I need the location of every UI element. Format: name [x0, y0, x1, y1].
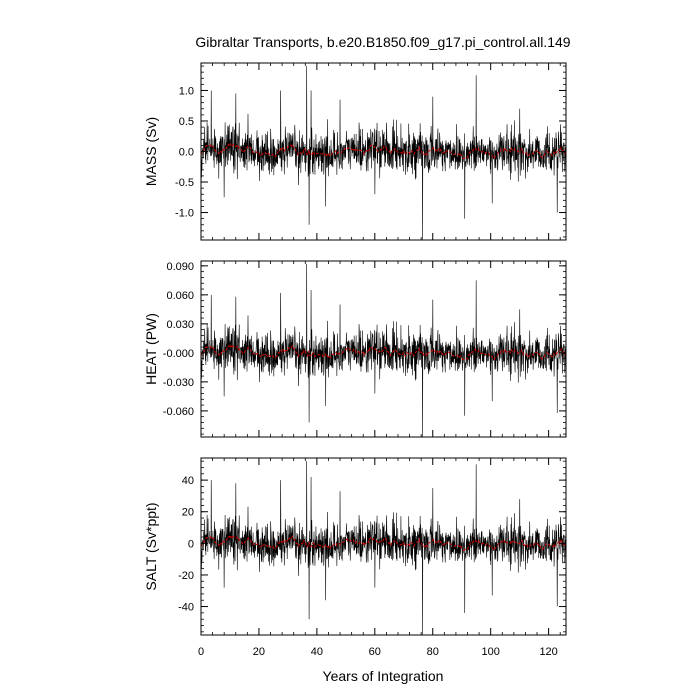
y-tick-label: -0.060 — [163, 406, 194, 418]
panel-frame-2 — [200, 260, 567, 438]
y-axis-label-3: SALT (Sv*ppt) — [143, 502, 159, 590]
y-tick-label: -40 — [178, 602, 194, 614]
y-tick-label: 0.090 — [166, 261, 194, 273]
y-tick-label: -20 — [178, 570, 194, 582]
y-tick-label: 0.0 — [179, 147, 194, 159]
series-smoothed-3 — [201, 533, 566, 551]
x-tick-label: 0 — [198, 646, 204, 658]
y-tick-label: 20 — [182, 507, 194, 519]
x-axis-label: Years of Integration — [323, 668, 444, 684]
series-raw-3 — [201, 461, 566, 635]
panels-group: 1.0 0.5 0.0 -0.5 -1.0 MASS (Sv) 0.090 0.060 0.03… — [143, 62, 567, 658]
series-raw-1 — [201, 66, 566, 240]
panel-2: 0.090 0.060 0.030 -0.000 -0.030 -0.060 HEAT (P… — [143, 260, 567, 438]
y-tick-label: -0.000 — [163, 348, 194, 360]
x-tick-label: 120 — [539, 646, 557, 658]
y-tick-label: 0.5 — [179, 116, 194, 128]
y-tick-label: 0 — [188, 538, 194, 550]
y-axis-label-1: MASS (Sv) — [143, 117, 159, 186]
y-axis-label-2: HEAT (PW) — [143, 313, 159, 385]
panel-1: 1.0 0.5 0.0 -0.5 -1.0 MASS (Sv) — [143, 62, 567, 241]
chart-title: Gibraltar Transports, b.e20.B1850.f09_g1… — [195, 34, 570, 50]
y-tick-label: -0.5 — [175, 177, 194, 189]
series-smoothed-1 — [201, 141, 566, 160]
x-tick-label: 60 — [369, 646, 381, 658]
x-tick-label: 80 — [427, 646, 439, 658]
panel-3: 40 20 0 -20 -40 SALT (Sv*ppt) 0 20 40 60 80 100 120 — [143, 457, 567, 658]
y-tick-label: -1.0 — [175, 208, 194, 220]
y-tick-label: 0.030 — [166, 319, 194, 331]
x-tick-label: 20 — [253, 646, 265, 658]
y-tick-label: 1.0 — [179, 85, 194, 97]
panel-frame-3 — [200, 457, 567, 636]
x-tick-label: 100 — [482, 646, 500, 658]
y-tick-label: 0.060 — [166, 290, 194, 302]
x-tick-label: 40 — [311, 646, 323, 658]
y-tick-label: 40 — [182, 475, 194, 487]
y-tick-label: -0.030 — [163, 377, 194, 389]
